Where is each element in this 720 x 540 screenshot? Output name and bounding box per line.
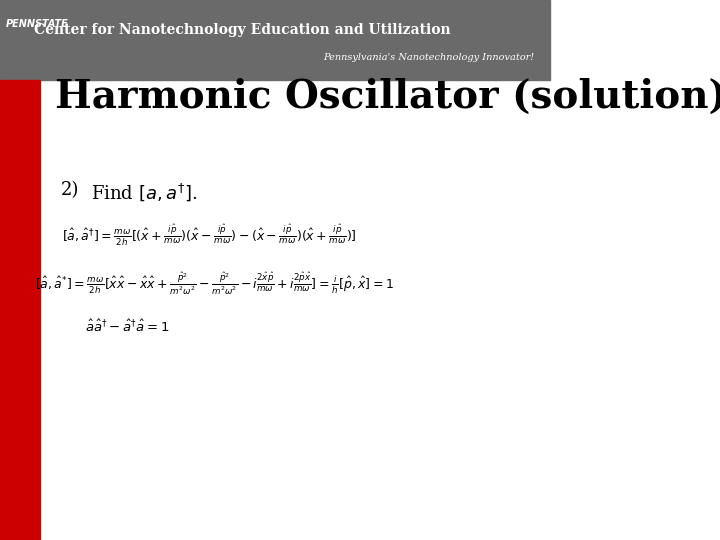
- Text: $[\hat{a}, \hat{a}^{*}] = \frac{m\omega}{2h}[\hat{x}\hat{x}-\hat{x}\hat{x}+\frac: $[\hat{a}, \hat{a}^{*}] = \frac{m\omega}…: [35, 271, 394, 296]
- Bar: [0, 0, 550, 80]
- Text: Center for Nanotechnology Education and Utilization: Center for Nanotechnology Education and …: [34, 23, 451, 37]
- Text: PENNSTATE: PENNSTATE: [6, 19, 68, 29]
- Text: $\hat{a}\hat{a}^{\dagger} - \hat{a}^{\dagger}\hat{a} = 1$: $\hat{a}\hat{a}^{\dagger} - \hat{a}^{\da…: [85, 319, 170, 335]
- Bar: [0, 80, 40, 540]
- Text: 2): 2): [60, 181, 79, 199]
- Text: $[\hat{a}, \hat{a}^{\dagger}] = \frac{m\omega}{2h}[(\hat{x}+\frac{i\hat{p}}{m\om: $[\hat{a}, \hat{a}^{\dagger}] = \frac{m\…: [62, 222, 356, 248]
- Text: Pennsylvania's Nanotechnology Innovator!: Pennsylvania's Nanotechnology Innovator!: [323, 53, 535, 62]
- Text: Harmonic Oscillator (solution): Harmonic Oscillator (solution): [55, 78, 720, 116]
- Text: Find $[a, a^{\dagger}]$.: Find $[a, a^{\dagger}]$.: [91, 181, 197, 202]
